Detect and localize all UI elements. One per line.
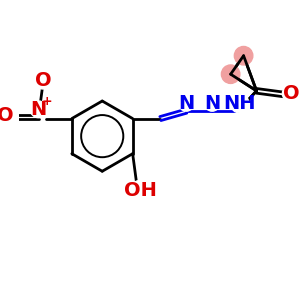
Circle shape (282, 84, 300, 103)
Text: O: O (35, 71, 52, 90)
Circle shape (231, 94, 249, 113)
Text: N: N (30, 100, 47, 119)
Circle shape (0, 107, 14, 124)
Circle shape (234, 46, 253, 65)
Text: NH: NH (224, 94, 256, 113)
Circle shape (221, 65, 240, 83)
Circle shape (35, 72, 52, 89)
Text: N: N (204, 94, 220, 113)
Text: O: O (0, 106, 14, 125)
Text: +: + (41, 95, 52, 108)
Circle shape (30, 101, 47, 118)
Circle shape (179, 96, 194, 111)
Circle shape (205, 96, 220, 111)
Circle shape (130, 181, 150, 201)
Text: O: O (283, 84, 300, 103)
Text: N: N (178, 94, 194, 113)
Text: OH: OH (124, 181, 157, 200)
